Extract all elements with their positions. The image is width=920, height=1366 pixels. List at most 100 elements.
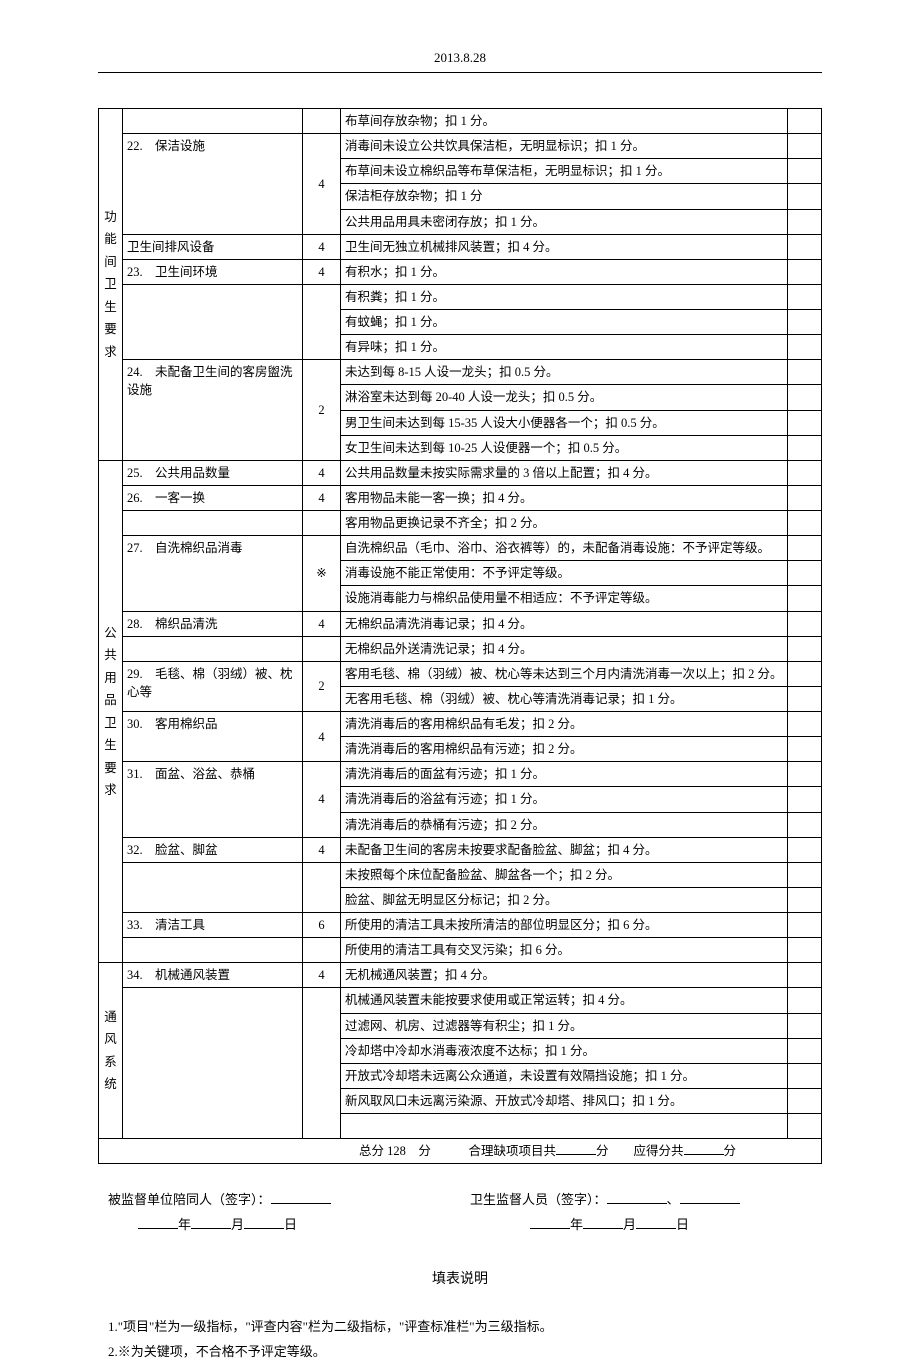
criteria-cell: 公共用品用具未密闭存放；扣 1 分。	[341, 209, 788, 234]
table-row: 30.客用棉织品4清洗消毒后的客用棉织品有毛发；扣 2 分。	[99, 712, 822, 737]
deduction-cell	[788, 762, 822, 787]
category-cell: 公共用品卫生要求	[99, 460, 123, 963]
score-cell	[303, 938, 341, 963]
criteria-cell: 过滤网、机房、过滤器等有积尘；扣 1 分。	[341, 1013, 788, 1038]
item-cell	[123, 511, 303, 536]
item-cell: 卫生间排风设备	[123, 234, 303, 259]
deduction-cell	[788, 686, 822, 711]
criteria-cell: 设施消毒能力与棉织品使用量不相适应：不予评定等级。	[341, 586, 788, 611]
table-row: 29.毛毯、棉（羽绒）被、枕心等2客用毛毯、棉（羽绒）被、枕心等未达到三个月内清…	[99, 661, 822, 686]
deduction-cell	[788, 410, 822, 435]
criteria-cell: 未配备卫生间的客房未按要求配备脸盆、脚盆；扣 4 分。	[341, 837, 788, 862]
criteria-cell: 布草间未设立棉织品等布草保洁柜，无明显标识；扣 1 分。	[341, 159, 788, 184]
table-row: 33.清洁工具6所使用的清洁工具未按所清洁的部位明显区分；扣 6 分。	[99, 913, 822, 938]
item-cell	[123, 862, 303, 912]
criteria-cell: 所使用的清洁工具有交叉污染；扣 6 分。	[341, 938, 788, 963]
item-cell: 30.客用棉织品	[123, 712, 303, 762]
criteria-cell: 布草间存放杂物；扣 1 分。	[341, 109, 788, 134]
summary-cell: 总分 128 分 合理缺项项目共分 应得分共分	[99, 1139, 822, 1164]
criteria-cell: 开放式冷却塔未远离公众通道，未设置有效隔挡设施；扣 1 分。	[341, 1063, 788, 1088]
criteria-cell: 公共用品数量未按实际需求量的 3 倍以上配置；扣 4 分。	[341, 460, 788, 485]
table-row: 26.一客一换4客用物品未能一客一换；扣 4 分。	[99, 485, 822, 510]
table-row: 27.自洗棉织品消毒※自洗棉织品（毛巾、浴巾、浴衣裤等）的，未配备消毒设施：不予…	[99, 536, 822, 561]
category-cell: 功能间卫生要求	[99, 109, 123, 461]
item-cell	[123, 938, 303, 963]
table-row: 未按照每个床位配备脸盆、脚盆各一个；扣 2 分。	[99, 862, 822, 887]
criteria-cell: 无棉织品外送清洗记录；扣 4 分。	[341, 636, 788, 661]
deduction-cell	[788, 360, 822, 385]
criteria-cell: 客用物品未能一客一换；扣 4 分。	[341, 485, 788, 510]
criteria-cell: 有积粪；扣 1 分。	[341, 284, 788, 309]
deduction-cell	[788, 184, 822, 209]
instruction-line-1: 1."项目"栏为一级指标，"评查内容"栏为二级指标，"评查标准栏"为三级指标。	[98, 1316, 822, 1335]
score-cell: 2	[303, 360, 341, 461]
deduction-cell	[788, 737, 822, 762]
deduction-cell	[788, 611, 822, 636]
table-row: 无棉织品外送清洗记录；扣 4 分。	[99, 636, 822, 661]
table-row: 公共用品卫生要求25.公共用品数量4公共用品数量未按实际需求量的 3 倍以上配置…	[99, 460, 822, 485]
deduction-cell	[788, 209, 822, 234]
sig-left-label: 被监督单位陪同人（签字）：	[108, 1192, 271, 1207]
item-cell: 27.自洗棉织品消毒	[123, 536, 303, 611]
score-cell	[303, 284, 341, 359]
item-cell: 24.未配备卫生间的客房盥洗设施	[123, 360, 303, 461]
item-cell: 26.一客一换	[123, 485, 303, 510]
criteria-cell: 有积水；扣 1 分。	[341, 259, 788, 284]
deduction-cell	[788, 636, 822, 661]
score-cell: 4	[303, 963, 341, 988]
score-cell	[303, 862, 341, 912]
table-row: 功能间卫生要求布草间存放杂物；扣 1 分。	[99, 109, 822, 134]
table-row: 22.保洁设施4消毒间未设立公共饮具保洁柜，无明显标识；扣 1 分。	[99, 134, 822, 159]
criteria-cell: 无棉织品清洗消毒记录；扣 4 分。	[341, 611, 788, 636]
score-cell	[303, 988, 341, 1139]
deduction-cell	[788, 536, 822, 561]
header-date: 2013.8.28	[434, 50, 486, 65]
deduction-cell	[788, 787, 822, 812]
deduction-cell	[788, 1013, 822, 1038]
inspection-table: 功能间卫生要求布草间存放杂物；扣 1 分。 22.保洁设施4消毒间未设立公共饮具…	[98, 108, 822, 1164]
criteria-cell: 有异味；扣 1 分。	[341, 335, 788, 360]
score-cell: 6	[303, 913, 341, 938]
score-cell: 4	[303, 611, 341, 636]
item-cell: 25.公共用品数量	[123, 460, 303, 485]
deduction-cell	[788, 134, 822, 159]
deduction-cell	[788, 963, 822, 988]
deduction-cell	[788, 159, 822, 184]
item-cell: 33.清洁工具	[123, 913, 303, 938]
item-cell: 34.机械通风装置	[123, 963, 303, 988]
score-cell: 4	[303, 234, 341, 259]
deduction-cell	[788, 234, 822, 259]
item-cell	[123, 988, 303, 1139]
sig-right-line2	[680, 1191, 740, 1204]
deduction-cell	[788, 385, 822, 410]
deduction-cell	[788, 511, 822, 536]
criteria-cell: 卫生间无独立机械排风装置；扣 4 分。	[341, 234, 788, 259]
criteria-cell: 新风取风口未远离污染源、开放式冷却塔、排风口；扣 1 分。	[341, 1088, 788, 1113]
criteria-cell: 清洗消毒后的浴盆有污迹；扣 1 分。	[341, 787, 788, 812]
item-cell: 28.棉织品清洗	[123, 611, 303, 636]
item-cell: 22.保洁设施	[123, 134, 303, 235]
table-row: 23.卫生间环境4有积水；扣 1 分。	[99, 259, 822, 284]
deduction-cell	[788, 938, 822, 963]
table-row: 24.未配备卫生间的客房盥洗设施2未达到每 8-15 人设一龙头；扣 0.5 分…	[99, 360, 822, 385]
deduction-cell	[788, 435, 822, 460]
item-cell	[123, 109, 303, 134]
instructions-title: 填表说明	[98, 1268, 822, 1288]
criteria-cell: 客用毛毯、棉（羽绒）被、枕心等未达到三个月内清洗消毒一次以上；扣 2 分。	[341, 661, 788, 686]
criteria-cell: 保洁柜存放杂物；扣 1 分	[341, 184, 788, 209]
item-cell: 31.面盆、浴盆、恭桶	[123, 762, 303, 837]
deduction-cell	[788, 913, 822, 938]
table-row: 通风系统34.机械通风装置4无机械通风装置；扣 4 分。	[99, 963, 822, 988]
item-cell: 32.脸盆、脚盆	[123, 837, 303, 862]
item-cell	[123, 636, 303, 661]
table-row: 28.棉织品清洗4无棉织品清洗消毒记录；扣 4 分。	[99, 611, 822, 636]
table-row: 所使用的清洁工具有交叉污染；扣 6 分。	[99, 938, 822, 963]
deduction-cell	[788, 284, 822, 309]
deduction-cell	[788, 485, 822, 510]
score-cell: ※	[303, 536, 341, 611]
sig-left-year-blank	[138, 1216, 178, 1229]
deduction-cell	[788, 460, 822, 485]
deduction-cell	[788, 586, 822, 611]
deduction-cell	[788, 887, 822, 912]
score-cell: 4	[303, 485, 341, 510]
